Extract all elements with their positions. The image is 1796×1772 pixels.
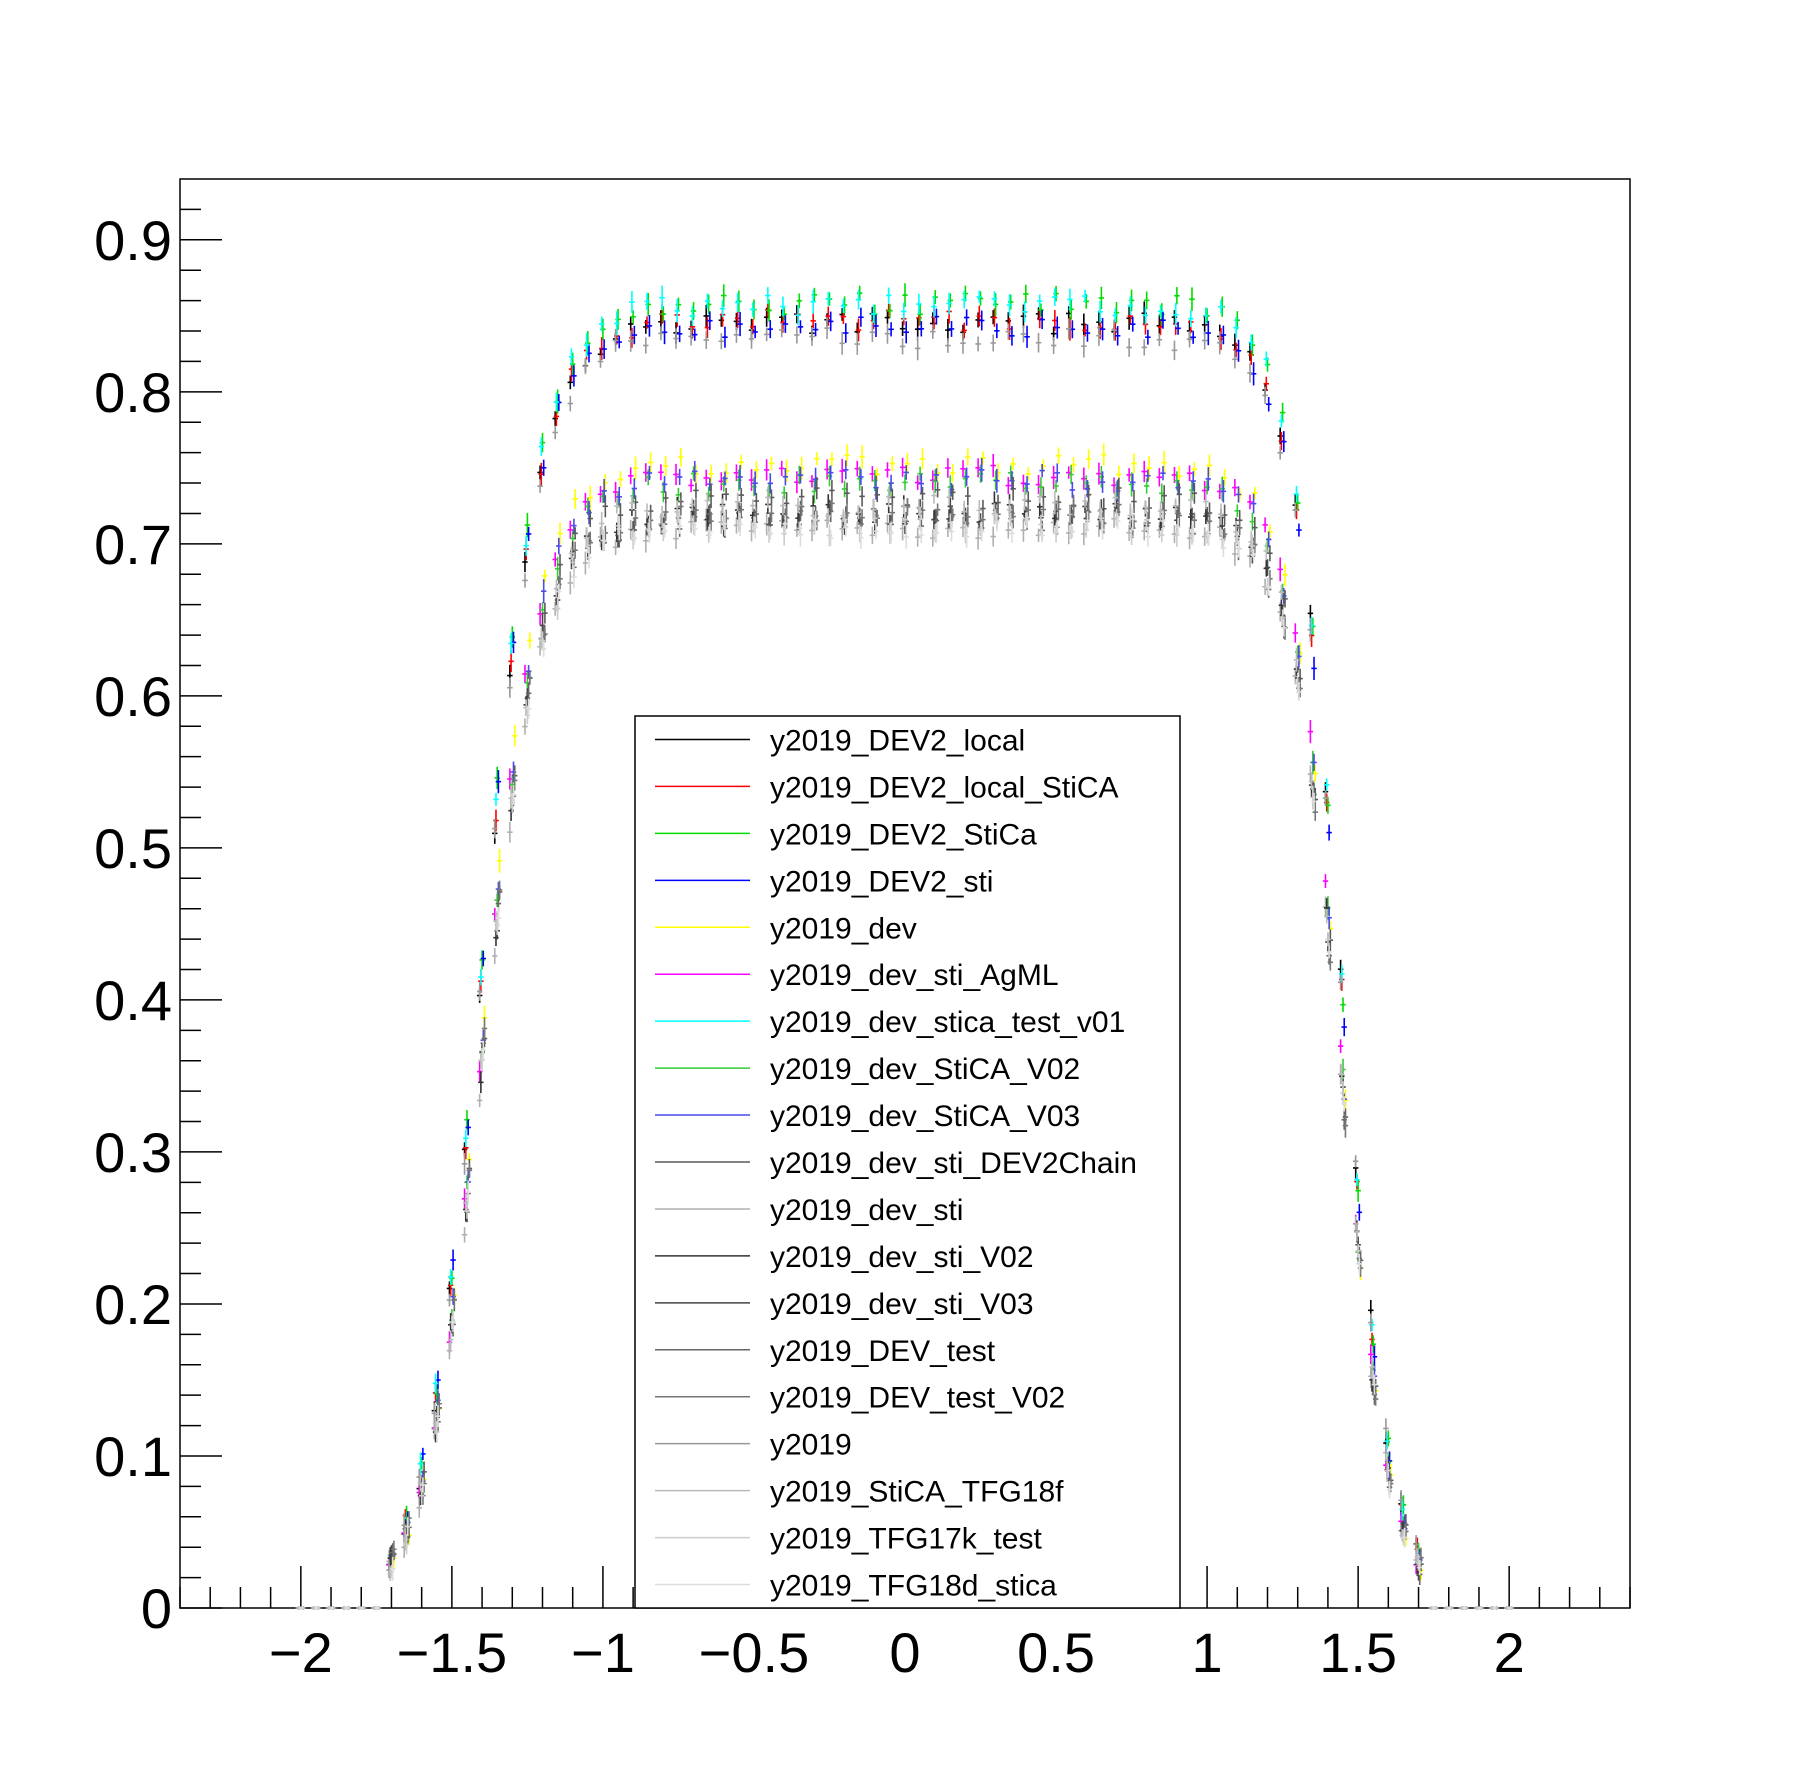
x-tick-labels: −2 −1.5 −1 −0.5 0 0.5 1 1.5 2 [269, 1621, 1525, 1684]
y-tick-label: 0.2 [94, 1273, 172, 1336]
x-tick-label: 1.5 [1319, 1621, 1397, 1684]
x-tick-label: −1 [571, 1621, 635, 1684]
y-tick-label: 0.3 [94, 1121, 172, 1184]
y-tick-label: 0 [141, 1577, 172, 1640]
series-y2019_dev [300, 443, 1515, 1610]
y-tick-label: 0.8 [94, 361, 172, 424]
x-tick-label: 0 [889, 1621, 920, 1684]
x-tick-label: −1.5 [397, 1621, 508, 1684]
series-y2019_dev_sti [295, 508, 1510, 1610]
legend-label: y2019_DEV_test [770, 1335, 996, 1368]
series-y2019_dev_sti_AgML [295, 454, 1510, 1610]
y-tick-label: 0.9 [94, 209, 172, 272]
y-tick-label: 0.1 [94, 1425, 172, 1488]
legend-label: y2019_DEV2_StiCa [770, 818, 1037, 851]
x-tick-label: 2 [1494, 1621, 1525, 1684]
data-points [295, 283, 1515, 1610]
legend-label: y2019_DEV2_local [770, 724, 1025, 757]
legend-label: y2019_dev_sti_V03 [770, 1288, 1034, 1321]
legend-label: y2019_dev_sti_AgML [770, 959, 1059, 992]
legend-label: y2019_dev_sti [770, 1194, 963, 1227]
legend-label: y2019_dev_StiCA_V03 [770, 1100, 1080, 1133]
series-y2019_TFG17k_test [298, 507, 1512, 1610]
legend-label: y2019_dev_stica_test_v01 [770, 1006, 1125, 1039]
legend: y2019_DEV2_local y2019_DEV2_local_StiCA y2… [634, 715, 1181, 1609]
legend-label: y2019 [770, 1429, 852, 1462]
x-tick-label: 1 [1192, 1621, 1223, 1684]
y-tick-label: 0.7 [94, 513, 172, 576]
y-tick-label: 0.4 [94, 969, 172, 1032]
x-tick-label: −2 [269, 1621, 333, 1684]
y-tick-labels: 0 0.1 0.2 0.3 0.4 0.5 0.6 0.7 0.8 0.9 [94, 209, 172, 1640]
legend-label: y2019_StiCA_TFG18f [770, 1476, 1064, 1509]
x-tick-label: −0.5 [699, 1621, 810, 1684]
series-y2019_TFG18d_stica [299, 507, 1514, 1610]
legend-label: y2019_dev_sti_V02 [770, 1241, 1034, 1274]
legend-label: y2019_dev [770, 912, 917, 945]
series-y2019_StiCA_TFG18f [296, 486, 1511, 1610]
y-tick-label: 0.6 [94, 665, 172, 728]
legend-label: y2019_TFG18d_stica [770, 1570, 1057, 1603]
legend-label: y2019_DEV2_local_StiCA [770, 771, 1119, 804]
x-tick-label: 0.5 [1017, 1621, 1095, 1684]
legend-label: y2019_TFG17k_test [770, 1523, 1042, 1556]
legend-label: y2019_DEV_test_V02 [770, 1382, 1065, 1415]
legend-label: y2019_dev_StiCA_V02 [770, 1053, 1080, 1086]
legend-label: y2019_dev_sti_DEV2Chain [770, 1147, 1137, 1180]
series-y2019 [295, 317, 1510, 1610]
y-tick-label: 0.5 [94, 817, 172, 880]
legend-label: y2019_DEV2_sti [770, 865, 993, 898]
